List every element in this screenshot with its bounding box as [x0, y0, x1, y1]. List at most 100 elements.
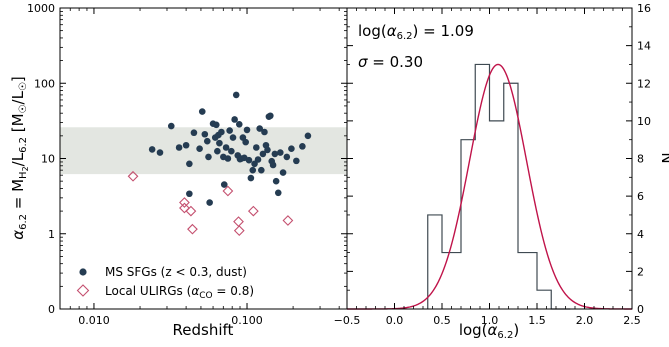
- ms-sfg-point: [261, 128, 268, 136]
- ms-sfg-point: [254, 156, 262, 163]
- ms-sfg-point: [226, 127, 233, 134]
- right-y-tick-label: 10: [637, 115, 651, 128]
- ms-sfg-point: [214, 147, 221, 155]
- ms-sfg-point: [267, 112, 274, 120]
- legend-label-ulirgs: Local ULIRGs (αCO = 0.8): [105, 284, 254, 301]
- scatter-points: [127, 91, 312, 237]
- ms-sfg-point: [271, 150, 279, 158]
- right-x-tick-label: 0.5: [433, 314, 451, 327]
- legend: MS SFGs (z < 0.3, dust) Local ULIRGs (αC…: [76, 265, 254, 301]
- ms-sfg-point: [205, 153, 212, 161]
- ms-sfg-point: [245, 156, 253, 164]
- ms-sfg-point: [231, 116, 238, 123]
- ms-sfg-point: [304, 132, 312, 140]
- ms-sfg-point: [272, 177, 280, 185]
- right-x-tick-label: −0.5: [334, 314, 361, 327]
- ms-sfg-point: [228, 147, 235, 155]
- ms-sfg-point: [148, 146, 156, 153]
- ulirg-point: [127, 170, 139, 182]
- ms-sfg-point: [186, 160, 193, 168]
- ms-sfg-point: [220, 181, 228, 188]
- ms-sfg-point: [224, 155, 232, 162]
- right-x-tick-label: 0.0: [386, 314, 404, 327]
- ms-sfg-point: [249, 166, 257, 174]
- right-xlabel: log(α6.2): [459, 321, 519, 341]
- ulirg-point: [185, 205, 197, 217]
- ms-sfg-point: [279, 169, 287, 176]
- ulirg-point: [233, 225, 245, 237]
- ms-sfg-point: [259, 150, 267, 158]
- ms-sfg-point: [175, 144, 183, 151]
- left-y-tick-label: 10: [41, 153, 55, 166]
- left-x-tick-label: 0.010: [78, 314, 110, 327]
- histogram-panel: −0.5 0.0 0.5 1.0 1.5 2.0 2.50 2 4 6 8 10 12 14 16 log(…: [334, 2, 669, 341]
- left-y-tick-label: 0: [48, 303, 55, 316]
- right-y-tick-label: 12: [637, 77, 651, 90]
- right-y-tick-label: 0: [637, 303, 644, 316]
- left-y-tick-label: 1: [48, 228, 55, 241]
- ms-sfg-point: [198, 108, 206, 115]
- right-x-tick-label: 1.0: [481, 314, 499, 327]
- ms-sfg-point: [201, 130, 209, 138]
- histogram-steps: [427, 63, 571, 310]
- ms-sfg-point: [274, 189, 282, 197]
- ulirg-point: [187, 223, 198, 235]
- ms-sfg-point: [256, 125, 263, 132]
- ms-sfg-point: [156, 149, 164, 156]
- ms-sfg-point: [243, 126, 251, 134]
- ms-sfg-point: [167, 122, 175, 130]
- ms-sfg-point: [242, 138, 249, 146]
- scatter-panel: 0 1 10 100 1000 0.010 0.100 Redshift α6.2 = MH…: [9, 2, 348, 339]
- ms-sfg-point: [253, 144, 260, 151]
- ms-sfg-point: [264, 146, 271, 154]
- ms-sfg-point: [206, 199, 213, 206]
- ms-sfg-point: [203, 137, 211, 145]
- annotation-mean: log(α6.2) = 1.09: [358, 22, 474, 42]
- ms-sfg-point: [299, 143, 306, 150]
- left-ylabel: α6.2 = MH2/L6.2 [M☉/L☉]: [9, 76, 30, 240]
- ulirg-point: [247, 205, 259, 217]
- ulirg-point: [179, 202, 190, 214]
- ms-sfg-point: [247, 174, 255, 182]
- ms-sfg-point: [235, 120, 243, 128]
- right-x-tick-label: 1.5: [528, 314, 546, 327]
- right-ticks: −0.5 0.0 0.5 1.0 1.5 2.0 2.50 2 4 6 8 10 12 14 16: [334, 2, 651, 327]
- ulirg-point: [233, 216, 244, 227]
- ms-sfg-point: [196, 145, 203, 152]
- right-x-tick-label: 2.0: [576, 314, 594, 327]
- left-x-tick-label: 0.100: [231, 314, 263, 327]
- ms-sfg-point: [182, 141, 190, 149]
- right-ylabel: N: [658, 152, 669, 163]
- ms-sfg-point: [258, 166, 265, 174]
- right-y-tick-label: 4: [637, 228, 644, 241]
- right-y-tick-label: 8: [637, 153, 644, 166]
- ms-sfg-point: [229, 134, 237, 141]
- annotation-sigma: σ = 0.30: [358, 53, 423, 71]
- ms-sfg-point: [283, 153, 291, 161]
- ms-sfg-point: [186, 190, 193, 198]
- ms-sfg-point: [213, 121, 220, 129]
- legend-label-ms-sfgs: MS SFGs (z < 0.3, dust): [105, 265, 247, 279]
- right-x-tick-label: 2.5: [623, 314, 641, 327]
- right-y-tick-label: 14: [637, 40, 651, 53]
- ulirg-point: [222, 185, 234, 197]
- ms-sfg-point: [222, 144, 230, 151]
- right-y-tick-label: 16: [637, 2, 651, 15]
- ms-sfg-point: [269, 161, 277, 169]
- right-y-tick-label: 6: [637, 190, 644, 203]
- ms-sfg-point: [232, 91, 240, 99]
- ulirg-point: [282, 215, 294, 226]
- ms-sfg-point: [288, 145, 295, 152]
- ulirg-point: [179, 197, 190, 208]
- ms-sfg-point: [293, 157, 300, 165]
- ms-sfg-point: [216, 139, 223, 147]
- left-y-tick-label: 100: [34, 77, 55, 90]
- left-xlabel: Redshift: [173, 321, 234, 339]
- ms-sfg-point: [190, 129, 198, 137]
- ms-sfg-point: [218, 128, 225, 136]
- legend-marker-ms-sfgs: [79, 268, 87, 276]
- right-y-tick-label: 2: [637, 265, 644, 278]
- legend-marker-ulirgs: [76, 284, 90, 297]
- ms-sfg-point: [277, 149, 284, 156]
